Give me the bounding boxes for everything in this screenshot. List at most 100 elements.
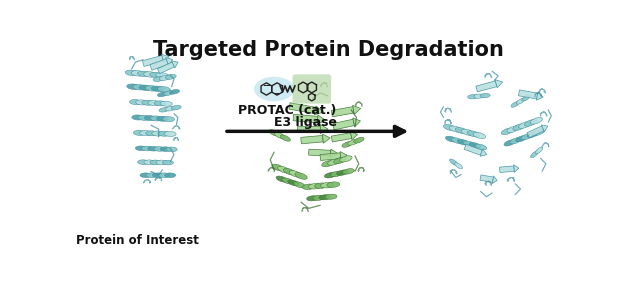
Ellipse shape [319,195,331,200]
Ellipse shape [449,159,458,165]
Ellipse shape [454,162,463,169]
Ellipse shape [282,178,293,184]
Ellipse shape [136,100,148,105]
Polygon shape [499,166,515,172]
Ellipse shape [157,92,168,97]
Ellipse shape [288,180,300,186]
Ellipse shape [533,129,545,136]
Ellipse shape [467,131,480,137]
Ellipse shape [353,137,364,143]
Ellipse shape [530,118,543,124]
Ellipse shape [342,169,355,174]
Ellipse shape [507,126,519,133]
Ellipse shape [156,73,169,78]
Ellipse shape [322,160,334,167]
Ellipse shape [154,101,166,106]
Ellipse shape [295,172,307,179]
Ellipse shape [516,136,527,142]
Ellipse shape [144,116,156,121]
Ellipse shape [474,94,484,98]
Ellipse shape [150,116,163,121]
Ellipse shape [511,102,519,107]
Ellipse shape [278,166,290,173]
Polygon shape [320,153,340,160]
Ellipse shape [148,100,160,106]
Polygon shape [289,103,316,114]
Ellipse shape [294,182,305,188]
Ellipse shape [254,77,294,101]
Ellipse shape [152,173,163,178]
Polygon shape [143,55,163,66]
Ellipse shape [468,95,478,99]
Polygon shape [172,61,178,68]
Polygon shape [353,105,361,114]
Text: E3 ligase: E3 ligase [274,116,337,129]
Ellipse shape [152,131,164,136]
Polygon shape [332,107,354,117]
Polygon shape [492,176,497,184]
Ellipse shape [139,85,152,90]
Ellipse shape [302,184,315,190]
Ellipse shape [170,90,179,94]
Polygon shape [301,136,323,144]
Polygon shape [323,134,330,143]
Ellipse shape [159,173,170,178]
Polygon shape [340,152,347,160]
Ellipse shape [133,130,145,135]
Ellipse shape [153,77,164,82]
Ellipse shape [135,146,147,151]
Ellipse shape [144,160,155,164]
Polygon shape [353,118,360,127]
Ellipse shape [449,126,462,132]
Ellipse shape [140,173,151,178]
Text: Protein of Interest: Protein of Interest [76,234,198,247]
Polygon shape [162,54,169,62]
Ellipse shape [461,129,474,135]
Ellipse shape [280,135,291,141]
Ellipse shape [524,120,537,126]
Ellipse shape [143,72,157,77]
Ellipse shape [163,160,173,165]
Polygon shape [536,92,543,100]
Ellipse shape [132,115,144,120]
Ellipse shape [171,105,181,110]
Ellipse shape [163,117,175,122]
Ellipse shape [340,156,352,162]
FancyBboxPatch shape [292,74,331,104]
Polygon shape [518,90,538,99]
Polygon shape [150,59,168,70]
Ellipse shape [315,183,328,188]
Ellipse shape [127,84,140,90]
Ellipse shape [131,71,144,76]
Ellipse shape [158,131,170,136]
Ellipse shape [148,146,159,151]
Ellipse shape [522,134,532,140]
Ellipse shape [535,147,543,154]
Ellipse shape [141,146,152,151]
Polygon shape [317,115,326,124]
Ellipse shape [444,124,456,131]
Ellipse shape [516,98,525,104]
Ellipse shape [324,172,336,178]
Ellipse shape [333,157,346,164]
Ellipse shape [518,122,531,128]
Ellipse shape [164,173,176,178]
Ellipse shape [154,147,165,151]
FancyArrowPatch shape [227,126,404,136]
Ellipse shape [164,132,176,136]
Ellipse shape [289,170,301,177]
Ellipse shape [455,128,468,134]
Ellipse shape [165,74,176,79]
Ellipse shape [150,160,161,165]
Polygon shape [480,149,487,156]
Polygon shape [351,132,358,140]
Ellipse shape [342,142,353,147]
Polygon shape [476,81,497,92]
Ellipse shape [445,136,457,142]
Ellipse shape [313,195,324,200]
Ellipse shape [150,72,163,78]
Ellipse shape [151,86,164,92]
Polygon shape [166,57,173,65]
Polygon shape [527,126,544,138]
Polygon shape [297,126,320,132]
